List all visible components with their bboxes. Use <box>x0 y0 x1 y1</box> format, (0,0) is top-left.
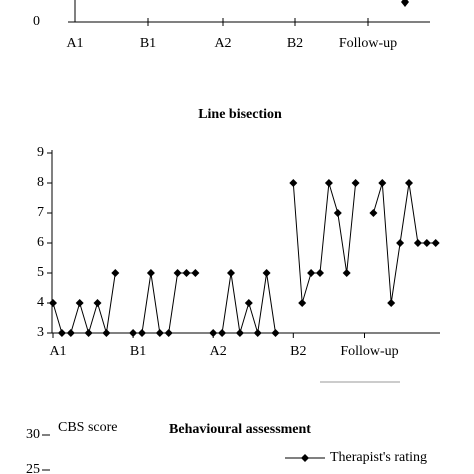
y-tick-label: 5 <box>37 265 44 280</box>
data-point <box>182 269 191 277</box>
data-point <box>378 179 387 187</box>
data-point <box>75 299 84 307</box>
data-point <box>102 329 111 337</box>
data-point <box>253 329 262 337</box>
x-tick-label: B1 <box>140 36 156 51</box>
y-tick-label: 25 <box>26 462 40 474</box>
data-point <box>84 329 93 337</box>
y-tick-label: 8 <box>37 175 44 190</box>
data-point <box>369 209 378 217</box>
marker <box>401 0 409 7</box>
legend-marker <box>301 454 309 462</box>
data-point <box>289 179 298 187</box>
legend-label: Therapist's rating <box>330 450 427 465</box>
data-point <box>235 329 244 337</box>
data-point <box>271 329 280 337</box>
data-point <box>316 269 324 277</box>
x-tick-label: B2 <box>287 36 303 51</box>
data-point <box>298 299 307 307</box>
data-point <box>324 179 333 187</box>
data-point <box>262 269 271 277</box>
data-point <box>57 329 66 337</box>
x-tick-label: A2 <box>214 36 231 51</box>
data-point <box>333 209 342 217</box>
data-point <box>93 299 102 307</box>
data-point <box>138 329 146 337</box>
x-tick-label: A1 <box>66 36 83 51</box>
data-point <box>218 329 227 337</box>
data-point <box>342 269 351 277</box>
data-point <box>307 269 316 277</box>
data-point <box>209 329 218 337</box>
data-point <box>66 329 75 337</box>
y-tick-label: 3 <box>37 325 44 340</box>
y-tick-label: 9 <box>37 145 44 160</box>
data-point <box>191 269 200 277</box>
y-tick-label: 4 <box>37 295 44 310</box>
data-line <box>52 182 436 335</box>
data-point <box>431 239 440 247</box>
y-tick-label: 30 <box>26 427 40 442</box>
x-tick-label: B2 <box>290 344 306 359</box>
data-point <box>244 299 253 307</box>
data-point <box>413 239 422 247</box>
data-point <box>49 299 57 307</box>
data-point <box>164 329 173 337</box>
data-point <box>405 179 413 187</box>
x-tick-label: Follow-up <box>339 36 397 51</box>
data-point <box>387 299 396 307</box>
data-point <box>227 269 235 277</box>
data-point <box>111 269 120 277</box>
x-tick-label: B1 <box>130 344 146 359</box>
y-axis-label: CBS score <box>58 420 118 435</box>
x-tick-label: Follow-up <box>340 344 398 359</box>
data-point <box>173 269 182 277</box>
y-tick-label: 6 <box>37 235 44 250</box>
x-tick-label: A2 <box>210 344 227 359</box>
data-point <box>396 239 405 247</box>
chart-title: Line bisection <box>198 107 282 122</box>
chart-title: Behavioural assessment <box>169 422 311 437</box>
data-point <box>129 329 138 337</box>
y-tick-label: 7 <box>37 205 44 220</box>
x-tick-label: A1 <box>49 344 66 359</box>
data-point <box>155 329 164 337</box>
data-point <box>351 179 360 187</box>
data-point <box>422 239 431 247</box>
data-point <box>146 269 155 277</box>
y-tick-label: 0 <box>33 14 40 29</box>
